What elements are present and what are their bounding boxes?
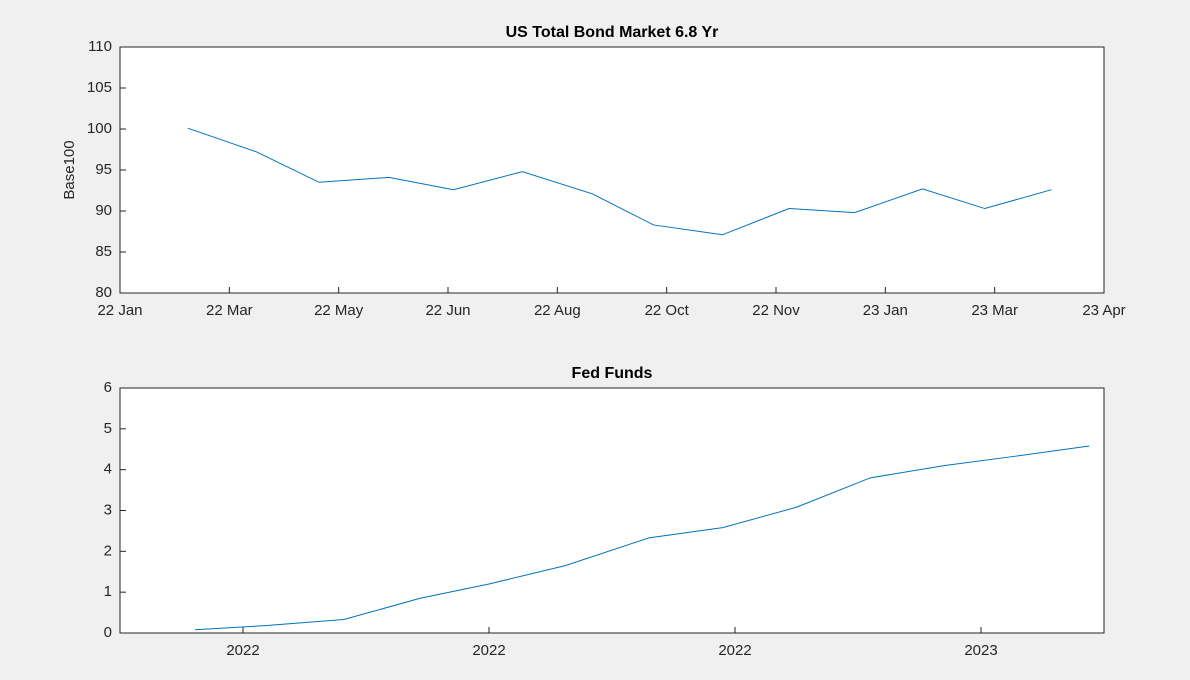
x-tick-label: 23 Apr	[1082, 302, 1125, 319]
x-tick-label: 2022	[472, 642, 505, 659]
chart-title: Fed Funds	[572, 365, 653, 382]
x-tick-label: 22 Nov	[752, 302, 800, 319]
y-tick-label: 90	[95, 202, 112, 219]
x-tick-label: 22 Jun	[425, 302, 470, 319]
y-tick-label: 100	[87, 120, 112, 137]
x-tick-label: 2022	[718, 642, 751, 659]
data-line	[187, 127, 1052, 236]
y-tick-label: 80	[95, 284, 112, 301]
y-tick-label: 1	[104, 583, 112, 600]
y-tick-label: 110	[88, 38, 112, 55]
plot-area	[119, 46, 1105, 294]
x-tick-label: 22 Oct	[645, 302, 690, 319]
y-tick-label: 3	[104, 501, 112, 518]
y-tick-label: 85	[95, 243, 112, 260]
plot-area	[119, 387, 1105, 634]
y-tick-label: 4	[104, 461, 112, 478]
x-tick-label: 23 Mar	[971, 302, 1018, 319]
x-tick-label: 22 Aug	[534, 302, 581, 319]
y-tick-label: 2	[104, 542, 112, 559]
x-tick-label: 22 Mar	[206, 302, 253, 319]
x-tick-label: 22 Jan	[97, 302, 142, 319]
y-axis-label: Base100	[61, 140, 78, 199]
chart-title: US Total Bond Market 6.8 Yr	[506, 24, 719, 41]
y-tick-label: 5	[104, 420, 112, 437]
y-tick-label: 0	[104, 624, 112, 641]
x-tick-label: 22 May	[314, 302, 364, 319]
y-tick-label: 6	[104, 379, 112, 396]
x-tick-label: 2023	[964, 642, 997, 659]
data-line	[195, 445, 1090, 631]
x-tick-label: 2022	[226, 642, 259, 659]
y-tick-label: 95	[95, 161, 112, 178]
y-tick-label: 105	[87, 79, 112, 96]
x-tick-label: 23 Jan	[863, 302, 908, 319]
